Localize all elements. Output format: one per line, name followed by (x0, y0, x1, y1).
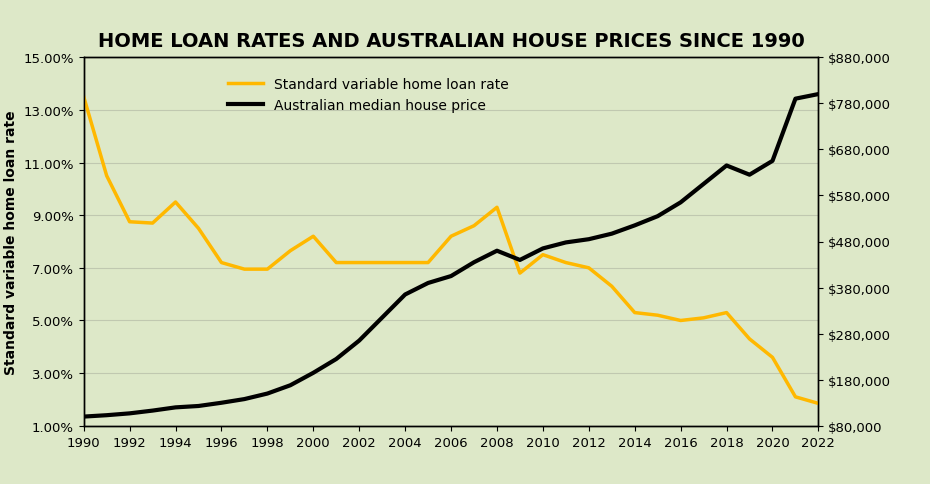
Standard variable home loan rate (400, 260, 411, 266)
Standard variable home loan rate (675, 318, 686, 324)
Australian median house price (170, 405, 181, 410)
Standard variable home loan rate (744, 336, 755, 342)
Australian median house price (285, 382, 296, 388)
Title: HOME LOAN RATES AND AUSTRALIAN HOUSE PRICES SINCE 1990: HOME LOAN RATES AND AUSTRALIAN HOUSE PRI… (98, 32, 804, 51)
Australian median house price (400, 292, 411, 298)
Standard variable home loan rate (698, 315, 710, 321)
Standard variable home loan rate (261, 267, 272, 272)
Australian median house price (377, 315, 388, 321)
Standard variable home loan rate (514, 271, 525, 276)
Standard variable home loan rate (285, 248, 296, 254)
Australian median house price (445, 273, 457, 279)
Standard variable home loan rate (629, 310, 640, 316)
Standard variable home loan rate (331, 260, 342, 266)
Australian median house price (583, 237, 594, 242)
Standard variable home loan rate (147, 221, 158, 227)
Australian median house price (491, 248, 502, 254)
Australian median house price (124, 410, 135, 416)
Standard variable home loan rate (239, 267, 250, 272)
Australian median house price (790, 97, 801, 103)
Standard variable home loan rate (124, 219, 135, 225)
Standard variable home loan rate (469, 223, 480, 229)
Standard variable home loan rate (308, 234, 319, 240)
Standard variable home loan rate (538, 252, 549, 258)
Standard variable home loan rate (377, 260, 388, 266)
Australian median house price (538, 246, 549, 252)
Legend: Standard variable home loan rate, Australian median house price: Standard variable home loan rate, Austra… (223, 73, 514, 118)
Standard variable home loan rate (101, 173, 113, 179)
Line: Australian median house price: Australian median house price (84, 95, 818, 417)
Australian median house price (216, 400, 227, 406)
Standard variable home loan rate (193, 226, 204, 232)
Standard variable home loan rate (216, 260, 227, 266)
Y-axis label: Standard variable home loan rate: Standard variable home loan rate (4, 110, 18, 374)
Australian median house price (331, 356, 342, 362)
Australian median house price (514, 257, 525, 263)
Australian median house price (721, 163, 732, 169)
Australian median house price (308, 370, 319, 376)
Australian median house price (652, 214, 663, 220)
Australian median house price (744, 172, 755, 178)
Australian median house price (353, 338, 365, 344)
Australian median house price (813, 92, 824, 98)
Australian median house price (422, 281, 433, 287)
Standard variable home loan rate (721, 310, 732, 316)
Standard variable home loan rate (445, 234, 457, 240)
Standard variable home loan rate (583, 265, 594, 271)
Australian median house price (560, 240, 571, 246)
Standard variable home loan rate (491, 205, 502, 211)
Standard variable home loan rate (652, 313, 663, 318)
Australian median house price (193, 403, 204, 409)
Standard variable home loan rate (78, 94, 89, 100)
Standard variable home loan rate (170, 200, 181, 206)
Standard variable home loan rate (767, 355, 778, 361)
Australian median house price (629, 223, 640, 229)
Australian median house price (698, 182, 710, 187)
Standard variable home loan rate (813, 401, 824, 407)
Australian median house price (606, 231, 618, 237)
Standard variable home loan rate (422, 260, 433, 266)
Standard variable home loan rate (353, 260, 365, 266)
Australian median house price (147, 408, 158, 414)
Australian median house price (101, 412, 113, 418)
Australian median house price (675, 200, 686, 206)
Australian median house price (261, 391, 272, 397)
Line: Standard variable home loan rate: Standard variable home loan rate (84, 97, 818, 404)
Australian median house price (469, 260, 480, 266)
Standard variable home loan rate (560, 260, 571, 266)
Australian median house price (239, 396, 250, 402)
Australian median house price (78, 414, 89, 420)
Standard variable home loan rate (606, 284, 618, 289)
Standard variable home loan rate (790, 394, 801, 400)
Australian median house price (767, 159, 778, 165)
